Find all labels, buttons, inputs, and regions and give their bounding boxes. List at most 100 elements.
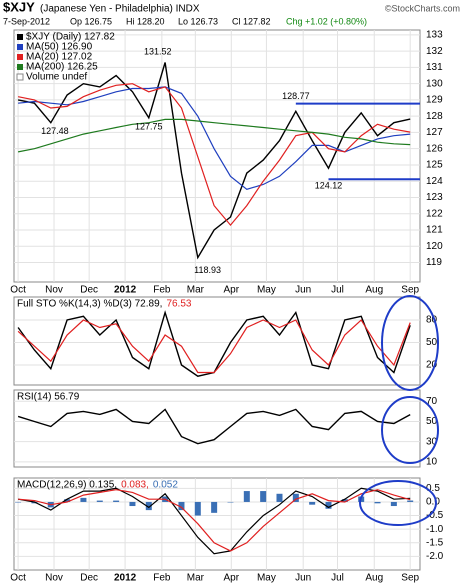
legend-swatch xyxy=(17,64,23,70)
series-line xyxy=(17,408,411,445)
x-tick-label: Nov xyxy=(45,285,63,296)
price-annotation: 128.77 xyxy=(282,91,310,101)
x-tick-label: Feb xyxy=(153,285,171,296)
high: Hi 128.20 xyxy=(126,16,165,26)
y-tick-label: 70 xyxy=(426,396,438,407)
x-tick-label: Jul xyxy=(331,573,344,584)
y-tick-label: 127 xyxy=(426,127,443,138)
histogram-bar xyxy=(129,501,136,507)
date: 7-Sep-2012 xyxy=(3,16,50,26)
highlight-ellipse xyxy=(359,480,437,526)
x-tick-label: Apr xyxy=(224,573,240,584)
y-tick-label: 80 xyxy=(426,315,438,326)
y-tick-label: 125 xyxy=(426,160,443,171)
x-tick-label: Jul xyxy=(331,285,344,296)
histogram-bar xyxy=(64,499,71,502)
y-tick-label: -1.0 xyxy=(426,524,444,535)
x-tick-label: Oct xyxy=(10,285,26,296)
y-tick-label: 131 xyxy=(426,62,443,73)
watermark: ©StockCharts.com xyxy=(385,3,460,13)
y-tick-label: 128 xyxy=(426,111,443,122)
legend-entry: Volume undef xyxy=(26,72,87,83)
x-tick-label: Oct xyxy=(10,573,26,584)
y-tick-label: -0.5 xyxy=(426,510,444,521)
histogram-bar xyxy=(194,501,201,516)
histogram-bar xyxy=(15,501,22,503)
highlight-ellipse xyxy=(381,295,439,391)
panel-title: Full STO %K(14,3) %D(3) 72.89, xyxy=(17,299,162,310)
y-tick-label: 129 xyxy=(426,95,443,106)
series-line xyxy=(17,487,411,555)
histogram-bar xyxy=(80,497,87,502)
price-annotation: 127.48 xyxy=(41,126,69,136)
histogram-bar xyxy=(113,500,120,502)
legend-entry: MA(20) 127.02 xyxy=(26,52,93,63)
x-tick-label: Feb xyxy=(153,573,171,584)
histogram-bar xyxy=(276,493,283,502)
histogram-bar xyxy=(145,501,152,511)
instrument-name: (Japanese Yen - Philadelphia) INDX xyxy=(40,4,200,15)
y-tick-label: -1.5 xyxy=(426,537,444,548)
histogram-bar xyxy=(390,501,397,507)
price-annotation: 131.52 xyxy=(144,46,172,56)
panel-title-value: 0.083, xyxy=(121,480,149,491)
x-tick-label: Dec xyxy=(80,573,98,584)
x-tick-label: Dec xyxy=(80,285,98,296)
histogram-bar xyxy=(325,501,332,509)
y-tick-label: 123 xyxy=(426,192,443,203)
legend-entry: MA(50) 126.90 xyxy=(26,42,93,53)
panel-frame xyxy=(13,389,421,468)
legend-swatch xyxy=(17,44,23,50)
panel-title: RSI(14) 56.79 xyxy=(17,392,80,403)
x-tick-label: Sep xyxy=(401,285,419,296)
series-line xyxy=(17,319,411,374)
histogram-bar xyxy=(227,501,234,503)
y-tick-label: 30 xyxy=(426,436,438,447)
x-tick-label: Mar xyxy=(187,285,205,296)
y-tick-label: 0.0 xyxy=(426,497,440,508)
y-tick-label: 50 xyxy=(426,416,438,427)
change: Chg +1.02 (+0.80%) xyxy=(286,16,367,26)
price-annotation: 124.12 xyxy=(315,181,343,191)
series-line xyxy=(18,489,411,552)
y-tick-label: 122 xyxy=(426,208,443,219)
legend-swatch xyxy=(17,34,23,40)
histogram-bar xyxy=(309,501,316,505)
x-tick-label: 2012 xyxy=(114,573,137,584)
x-tick-label: May xyxy=(257,285,276,296)
series-line xyxy=(17,62,411,260)
y-tick-label: 20 xyxy=(426,360,438,371)
x-tick-label: Aug xyxy=(365,285,383,296)
legend-entry: $XJY (Daily) 127.82 xyxy=(26,32,115,43)
x-tick-label: Aug xyxy=(365,573,383,584)
panel-title-value: 76.53 xyxy=(166,299,191,310)
y-tick-label: 133 xyxy=(426,30,443,41)
close: Cl 127.82 xyxy=(232,16,271,26)
price-annotation: 118.93 xyxy=(194,265,221,275)
symbol: $XJY xyxy=(3,0,35,14)
y-tick-label: 130 xyxy=(426,78,443,89)
legend-entry: MA(200) 126.25 xyxy=(26,62,98,73)
panel-title-value: 0.052 xyxy=(153,480,178,491)
x-tick-label: Nov xyxy=(45,573,63,584)
highlight-ellipse xyxy=(381,396,439,464)
panel-frame xyxy=(13,29,421,283)
panel-title: MACD(12,26,9) 0.135, xyxy=(17,480,117,491)
y-tick-label: 121 xyxy=(426,225,443,236)
panel-frame xyxy=(13,296,421,386)
open: Op 126.75 xyxy=(70,16,112,26)
y-tick-label: 120 xyxy=(426,241,443,252)
x-tick-label: Sep xyxy=(401,573,419,584)
x-tick-label: Mar xyxy=(187,573,205,584)
x-tick-label: Apr xyxy=(224,285,240,296)
low: Lo 126.73 xyxy=(178,16,218,26)
histogram-bar xyxy=(407,500,414,502)
y-tick-label: 10 xyxy=(426,456,438,467)
histogram-bar xyxy=(243,491,250,502)
histogram-bar xyxy=(374,501,381,504)
series-line xyxy=(17,118,411,153)
y-tick-label: 0.5 xyxy=(426,483,440,494)
x-tick-label: May xyxy=(257,573,276,584)
legend-swatch xyxy=(17,54,23,60)
